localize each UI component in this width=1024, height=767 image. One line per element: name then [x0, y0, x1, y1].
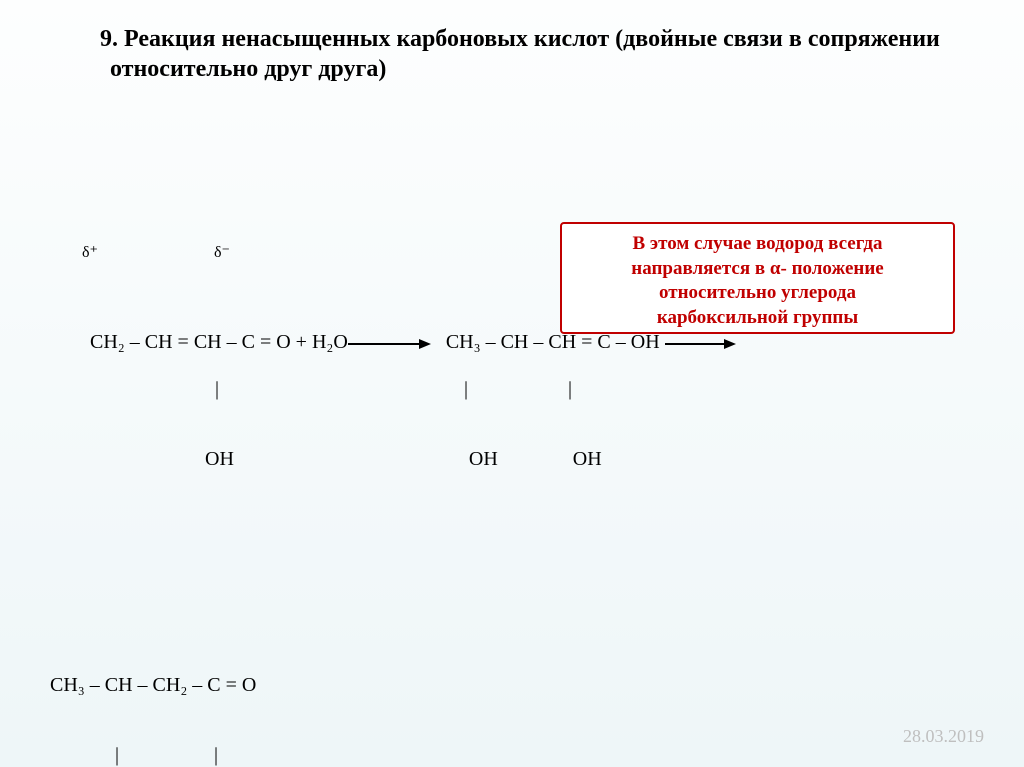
callout-box: В этом случае водород всегда направляетс… — [560, 222, 955, 334]
callout-line2: направляется в α- положение — [572, 257, 943, 282]
arrow-icon — [665, 332, 736, 355]
r1-lhs: CH₂ – CH = CH – C = O + H₂O — [90, 331, 348, 353]
title-text: 9. Реакция ненасыщенных карбоновых кисло… — [100, 26, 940, 82]
slide-title: 9. Реакция ненасыщенных карбоновых кисло… — [50, 24, 974, 84]
p1-line: CH₃ – CH – CH₂ – C = O — [50, 674, 256, 696]
r1-rhs: CH₃ – CH – CH = C – OH — [446, 331, 660, 353]
slide-date: 28.03.2019 — [903, 726, 984, 747]
p1-sub1: | | — [50, 744, 218, 766]
slide: 9. Реакция ненасыщенных карбоновых кисло… — [0, 0, 1024, 767]
reactions-area: δ⁺ δ⁻ CH₂ – CH = CH – C = O + H₂O CH₃ – … — [50, 106, 974, 767]
callout-line1: В этом случае водород всегда — [572, 232, 943, 257]
r1-lhs-sub2: OH — [50, 448, 234, 470]
product-1: CH₃ – CH – CH₂ – C = O | | OH OH — [50, 628, 974, 767]
r1-delta: δ⁺ δ⁻ — [50, 244, 230, 261]
r1-rhs-sub2: OH OH — [414, 448, 602, 470]
r1-rhs-sub1: | | — [399, 378, 572, 400]
arrow-icon — [348, 332, 431, 355]
callout-line3: относительно углерода — [572, 281, 943, 306]
callout-line4: карбоксильной группы — [572, 306, 943, 331]
r1-lhs-sub1: | — [50, 378, 219, 400]
